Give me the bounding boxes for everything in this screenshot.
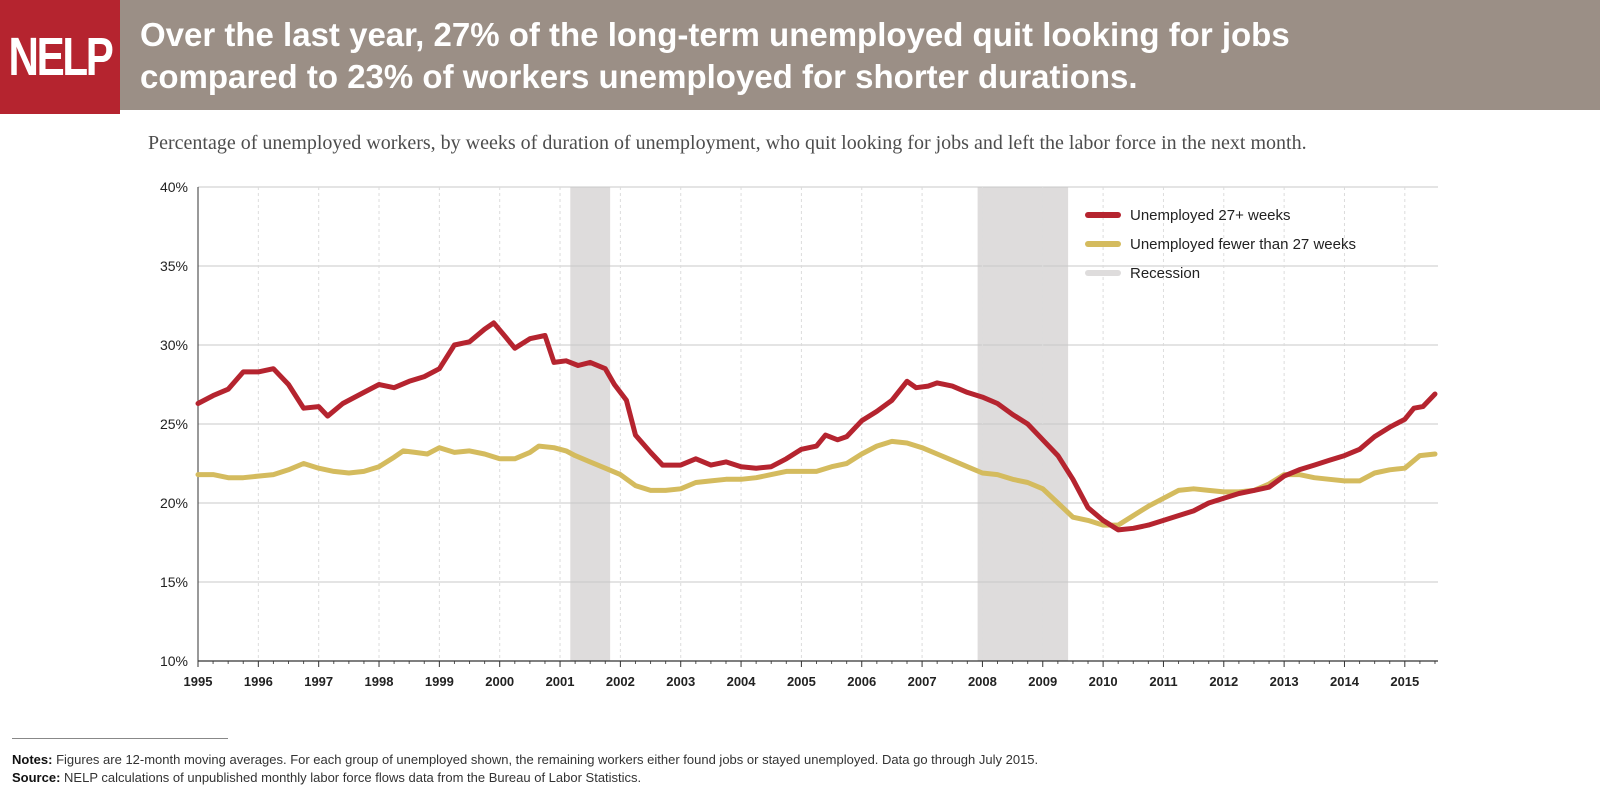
footer-source: Source: NELP calculations of unpublished… — [12, 770, 641, 785]
y-tick-label: 15% — [160, 574, 188, 590]
headline-line-2: compared to 23% of workers unemployed fo… — [140, 58, 1138, 95]
headline-line-1: Over the last year, 27% of the long-term… — [140, 16, 1290, 53]
x-tick-label: 2004 — [727, 674, 757, 689]
x-tick-label: 2012 — [1209, 674, 1238, 689]
x-tick-label: 1996 — [244, 674, 273, 689]
x-tick-label: 2002 — [606, 674, 635, 689]
footer-notes: Notes: Figures are 12-month moving avera… — [12, 752, 1038, 767]
notes-text: Figures are 12-month moving averages. Fo… — [56, 752, 1039, 767]
x-tick-label: 2005 — [787, 674, 816, 689]
nelp-logo: NELP — [0, 0, 120, 114]
x-tick-label: 1999 — [425, 674, 454, 689]
source-label: Source: — [12, 770, 61, 785]
x-tick-label: 2007 — [908, 674, 937, 689]
y-tick-label: 30% — [160, 337, 188, 353]
x-tick-label: 2014 — [1330, 674, 1360, 689]
chart-headline: Over the last year, 27% of the long-term… — [140, 14, 1580, 98]
y-tick-label: 35% — [160, 258, 188, 274]
source-text: NELP calculations of unpublished monthly… — [64, 770, 642, 785]
x-tick-label: 2003 — [666, 674, 695, 689]
chart-legend: Unemployed 27+ weeks Unemployed fewer tha… — [1085, 207, 1356, 282]
x-tick-label: 2015 — [1390, 674, 1419, 689]
x-tick-label: 2010 — [1089, 674, 1118, 689]
header-bar — [0, 0, 1600, 110]
x-tick-label: 1998 — [365, 674, 394, 689]
x-tick-label: 1995 — [184, 674, 213, 689]
series-line-1 — [195, 320, 1438, 533]
y-tick-label: 25% — [160, 416, 188, 432]
x-tick-label: 1997 — [304, 674, 333, 689]
data-series — [195, 320, 1438, 533]
axes: 10% 15% 20% 25% 30% 35% 40% 1995 1996 1997 1998 199… — [160, 179, 1438, 689]
legend-label-3: Recession — [1130, 265, 1200, 282]
x-tick-label: 2011 — [1149, 674, 1177, 689]
x-tick-label: 2000 — [485, 674, 514, 689]
gridlines — [198, 186, 1438, 661]
chart-subtitle: Percentage of unemployed workers, by wee… — [148, 132, 1307, 154]
line-chart: 10% 15% 20% 25% 30% 35% 40% 1995 1996 1997 1998 199… — [160, 179, 1438, 689]
x-tick-label: 2009 — [1028, 674, 1057, 689]
y-tick-label: 10% — [160, 653, 188, 669]
y-tick-label: 40% — [160, 179, 188, 195]
footer-rule — [12, 738, 228, 739]
x-tick-label: 2008 — [968, 674, 997, 689]
x-tick-label: 2006 — [847, 674, 876, 689]
legend-label-1: Unemployed 27+ weeks — [1130, 207, 1291, 224]
notes-label: Notes: — [12, 752, 53, 767]
y-tick-label: 20% — [160, 495, 188, 511]
x-tick-label: 2013 — [1270, 674, 1299, 689]
series-line-2 — [195, 438, 1438, 528]
x-tick-label: 2001 — [546, 674, 575, 689]
logo-text: NELP — [8, 27, 114, 87]
legend-label-2: Unemployed fewer than 27 weeks — [1130, 236, 1356, 253]
